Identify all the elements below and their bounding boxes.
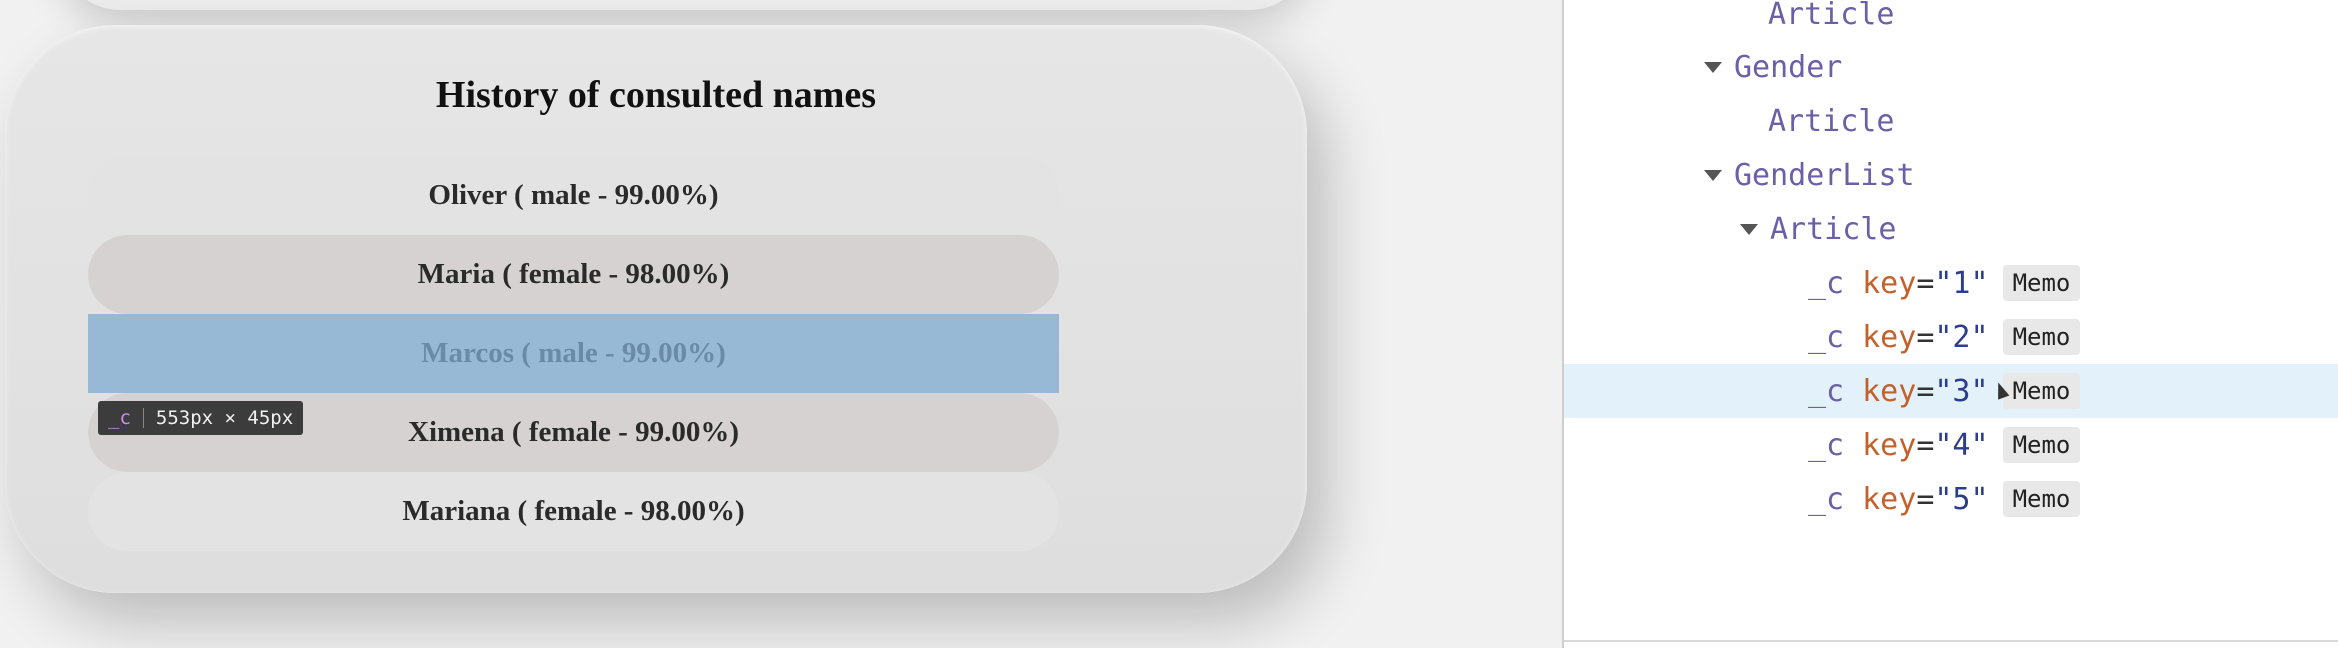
prop-equals: =: [1916, 481, 1935, 517]
memo-badge: Memo: [2002, 318, 2081, 356]
tree-node-label: Gender: [1734, 49, 1843, 85]
memo-badge: Memo: [2002, 264, 2081, 302]
tree-node-label: Article: [1768, 0, 1895, 32]
inspect-tooltip: _c 553px × 45px: [98, 401, 304, 435]
tree-node-article[interactable]: Article: [1564, 0, 2338, 41]
tree-node-label: _c: [1808, 373, 1845, 409]
memo-badge: Memo: [2002, 426, 2081, 464]
list-item[interactable]: Mariana ( female - 98.00%): [88, 472, 1059, 551]
prop-value: "5": [1934, 481, 1989, 517]
prop-equals: =: [1916, 319, 1935, 355]
prop-key: key: [1862, 319, 1917, 355]
tree-node-label: _c: [1808, 319, 1845, 355]
collapse-arrow-icon[interactable]: [1704, 169, 1722, 181]
prop-value: "2": [1934, 319, 1989, 355]
tree-node-memo-5[interactable]: _c key = "5" Memo: [1564, 472, 2338, 526]
panel-divider: [1564, 640, 2338, 642]
prop-equals: =: [1916, 265, 1935, 301]
prop-key: key: [1862, 265, 1917, 301]
names-list: Oliver ( male - 99.00%) Maria ( female -…: [88, 156, 1059, 551]
history-card: History of consulted names Oliver ( male…: [5, 25, 1307, 593]
devtools-components-panel: Article Gender Article GenderList Articl…: [1562, 0, 2338, 648]
prop-value: "3": [1934, 373, 1989, 409]
tooltip-size: 553px × 45px: [155, 407, 294, 429]
collapse-arrow-icon[interactable]: [1740, 223, 1758, 235]
tree-node-label: GenderList: [1734, 157, 1915, 193]
list-item[interactable]: Oliver ( male - 99.00%): [88, 156, 1059, 235]
card-title: History of consulted names: [435, 74, 877, 116]
tree-node-article[interactable]: Article: [1564, 94, 2338, 148]
tree-node-memo-2[interactable]: _c key = "2" Memo: [1564, 310, 2338, 364]
tooltip-component-name: _c: [108, 407, 131, 429]
list-item[interactable]: Maria ( female - 98.00%): [88, 235, 1059, 314]
tree-node-label: _c: [1808, 481, 1845, 517]
app-viewport: History of consulted names Oliver ( male…: [5, 0, 1310, 593]
prop-value: "4": [1934, 427, 1989, 463]
tree-node-memo-3-selected[interactable]: _c key = "3" Memo: [1564, 364, 2338, 418]
prop-equals: =: [1916, 373, 1935, 409]
tree-node-memo-1[interactable]: _c key = "1" Memo: [1564, 256, 2338, 310]
prop-equals: =: [1916, 427, 1935, 463]
tree-node-genderlist[interactable]: GenderList: [1564, 148, 2338, 202]
prop-key: key: [1862, 481, 1917, 517]
prop-key: key: [1862, 427, 1917, 463]
list-item-highlighted[interactable]: Marcos ( male - 99.00%): [88, 314, 1059, 393]
tree-node-article[interactable]: Article: [1564, 202, 2338, 256]
tree-node-memo-4[interactable]: _c key = "4" Memo: [1564, 418, 2338, 472]
memo-badge: Memo: [2002, 480, 2081, 518]
tree-node-label: Article: [1770, 211, 1897, 247]
memo-badge: Memo: [2002, 372, 2081, 410]
collapse-arrow-icon[interactable]: [1704, 61, 1722, 73]
previous-card-edge: [60, 0, 1310, 10]
tree-node-label: _c: [1808, 265, 1845, 301]
tree-node-gender[interactable]: Gender: [1564, 40, 2338, 94]
prop-value: "1": [1934, 265, 1989, 301]
tree-node-label: _c: [1808, 427, 1845, 463]
tree-node-label: Article: [1768, 103, 1895, 139]
prop-key: key: [1862, 373, 1917, 409]
tooltip-divider: [142, 408, 144, 428]
